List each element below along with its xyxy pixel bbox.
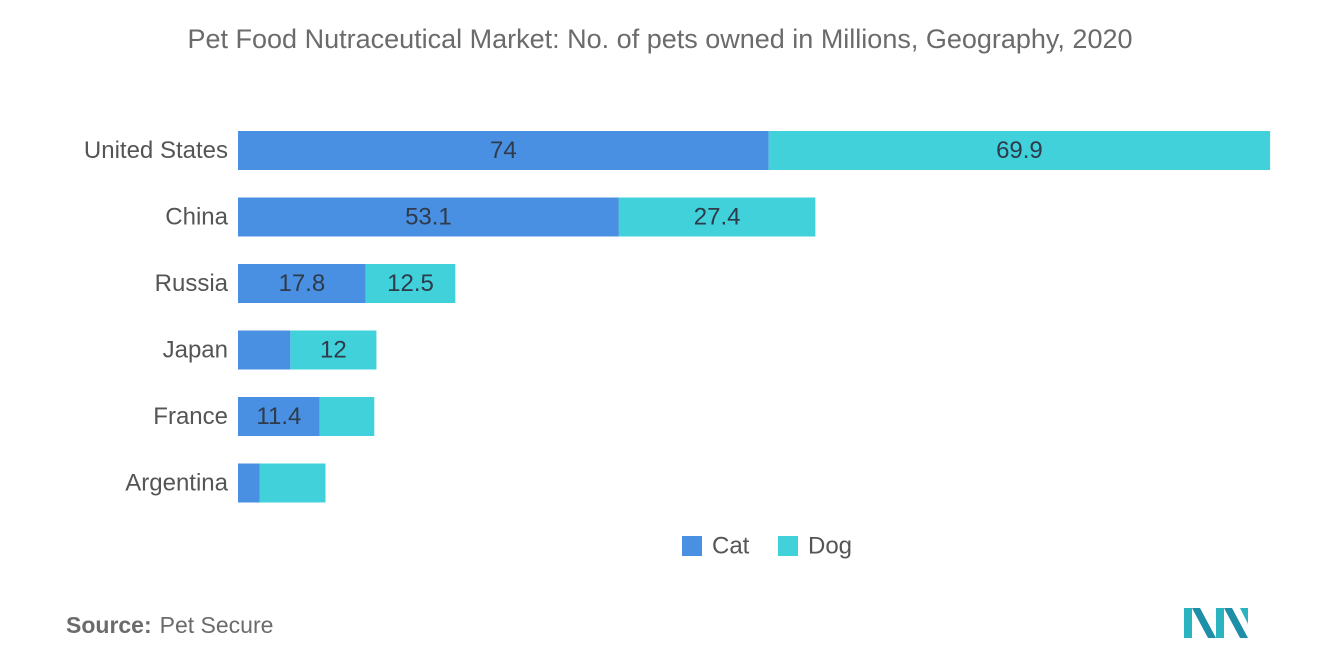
- legend-swatch-dog: [778, 536, 798, 556]
- stacked-bar-chart: United States 74 69.9 China 53.1 27.4 Russia 17…: [84, 131, 1271, 560]
- bar-dog: [290, 330, 377, 370]
- bar-cat: [238, 131, 769, 170]
- bar-dog: [768, 131, 1271, 170]
- bar-cat: [238, 197, 619, 237]
- category-label: Argentina: [125, 470, 228, 497]
- data-label: 27.4: [694, 204, 741, 231]
- data-label: 17.8: [278, 270, 325, 297]
- bar-cat: [238, 330, 291, 370]
- category-label: France: [153, 403, 228, 430]
- category-label: United States: [84, 137, 228, 164]
- source-text: Pet Secure: [159, 612, 274, 638]
- bar-dog: [618, 197, 816, 237]
- bar-cat: [238, 397, 320, 436]
- bar-dog: [259, 463, 326, 503]
- data-label: 69.9: [996, 137, 1043, 164]
- legend-label-cat: Cat: [712, 533, 750, 560]
- bar-cat: [238, 264, 366, 303]
- mordor-logo-icon: [1184, 608, 1248, 638]
- bar-dog: [365, 264, 456, 303]
- data-label: 12.5: [387, 270, 434, 297]
- legend-swatch-cat: [682, 536, 702, 556]
- data-label: 74: [490, 137, 517, 164]
- category-label: Russia: [155, 270, 229, 297]
- data-label: 11.4: [256, 403, 301, 430]
- chart-title: Pet Food Nutraceutical Market: No. of pe…: [187, 24, 1133, 54]
- bar-cat: [238, 463, 260, 503]
- source-note: Source: Pet Secure: [66, 612, 273, 639]
- source-label: Source:: [66, 612, 152, 638]
- category-label: Japan: [163, 337, 228, 364]
- data-label: 12: [320, 337, 347, 364]
- bar-dog: [319, 397, 375, 436]
- category-label: China: [165, 204, 228, 231]
- data-label: 53.1: [405, 204, 452, 231]
- legend-label-dog: Dog: [808, 533, 852, 560]
